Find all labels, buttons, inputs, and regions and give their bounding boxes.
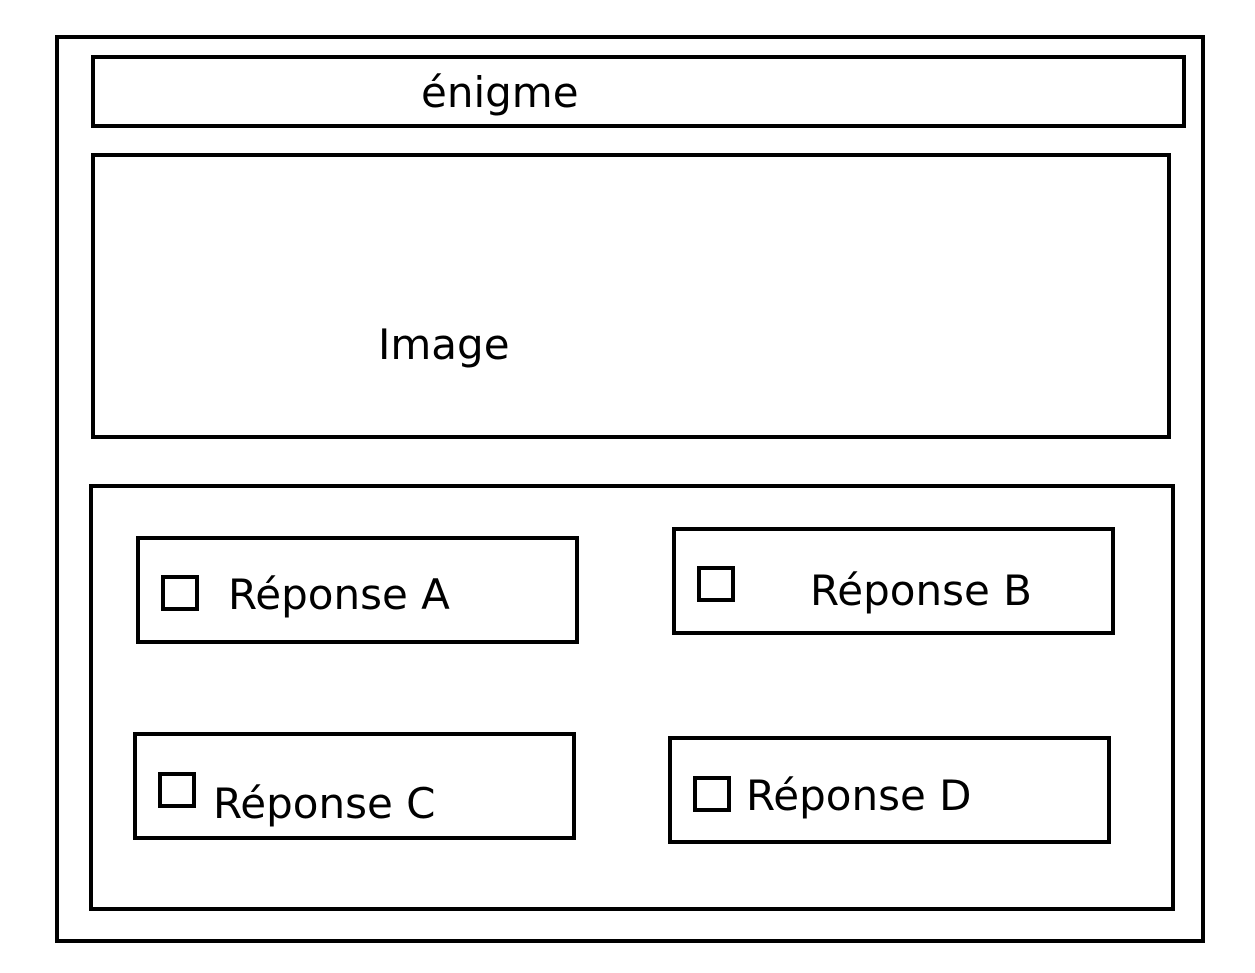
answer-option-c[interactable]: Réponse C — [133, 732, 576, 840]
riddle-image-area: Image — [91, 153, 1171, 439]
answer-option-a[interactable]: Réponse A — [136, 536, 579, 644]
answer-a-label: Réponse A — [228, 570, 450, 619]
answer-b-label: Réponse B — [810, 566, 1032, 615]
answer-b-checkbox[interactable] — [697, 566, 735, 602]
answer-c-label: Réponse C — [213, 779, 436, 828]
riddle-title-bar: énigme — [91, 55, 1186, 128]
answer-option-d[interactable]: Réponse D — [668, 736, 1111, 844]
answer-d-checkbox[interactable] — [693, 776, 731, 812]
answer-a-checkbox[interactable] — [161, 575, 199, 611]
answer-c-checkbox[interactable] — [158, 772, 196, 808]
answer-d-label: Réponse D — [746, 771, 972, 820]
answer-option-b[interactable]: Réponse B — [672, 527, 1115, 635]
riddle-title: énigme — [421, 68, 579, 117]
image-placeholder-label: Image — [378, 320, 510, 369]
